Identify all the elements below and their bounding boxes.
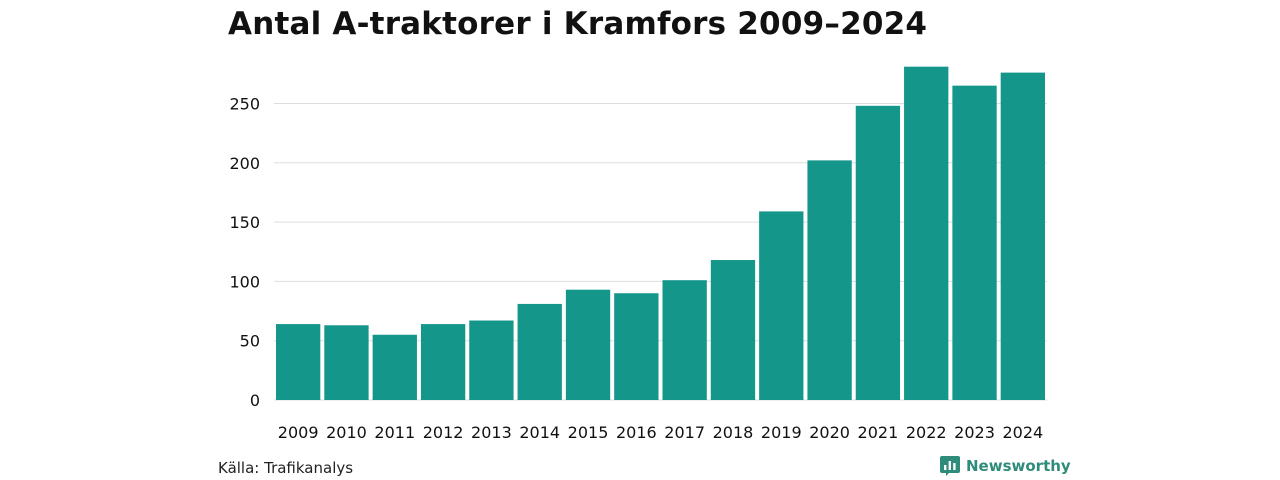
bar-chart: 0 50 100 150 200 250 2009 2010 2011 2012 2013 2014 2… xyxy=(229,66,1047,442)
y-tick-label: 150 xyxy=(229,213,260,232)
x-tick-label: 2017 xyxy=(664,423,705,442)
x-tick-label: 2022 xyxy=(906,423,947,442)
x-tick-label: 2020 xyxy=(809,423,850,442)
bar-2010 xyxy=(324,325,369,400)
bar-2009 xyxy=(276,324,321,400)
y-tick-label: 100 xyxy=(229,272,260,291)
bar-2017 xyxy=(662,280,707,400)
x-tick-label: 2021 xyxy=(858,423,899,442)
x-tick-label: 2015 xyxy=(568,423,609,442)
brand-logo: Newsworthy xyxy=(940,456,1071,476)
x-tick-label: 2010 xyxy=(326,423,367,442)
x-tick-label: 2013 xyxy=(471,423,512,442)
y-tick-label: 250 xyxy=(229,94,260,113)
source-note: Källa: Trafikanalys xyxy=(218,459,354,477)
x-tick-label: 2012 xyxy=(423,423,464,442)
bar-2022 xyxy=(904,66,949,400)
x-tick-label: 2019 xyxy=(761,423,802,442)
bar-2020 xyxy=(807,160,852,400)
x-tick-label: 2014 xyxy=(519,423,560,442)
bar-2014 xyxy=(517,303,562,400)
x-tick-label: 2024 xyxy=(1002,423,1043,442)
bar-2016 xyxy=(614,293,659,400)
chart-title: Antal A-traktorer i Kramfors 2009–2024 xyxy=(228,6,928,42)
bar-2011 xyxy=(372,334,417,400)
y-tick-label: 0 xyxy=(250,391,260,410)
bar-2023 xyxy=(952,85,997,400)
bar-2021 xyxy=(855,105,901,401)
x-tick-label: 2023 xyxy=(954,423,995,442)
bar-2018 xyxy=(710,260,756,400)
bar-2024 xyxy=(1000,72,1045,400)
y-tick-label: 50 xyxy=(240,332,260,351)
bar-2015 xyxy=(565,289,611,400)
x-tick-label: 2011 xyxy=(374,423,415,442)
x-tick-label: 2016 xyxy=(616,423,657,442)
newsworthy-logo-icon xyxy=(940,456,960,476)
x-tick-label: 2009 xyxy=(278,423,319,442)
bar-2013 xyxy=(469,320,514,400)
x-tick-label: 2018 xyxy=(713,423,754,442)
y-tick-label: 200 xyxy=(229,154,260,173)
bar-2019 xyxy=(759,211,804,400)
bar-2012 xyxy=(420,324,466,400)
brand-name: Newsworthy xyxy=(966,457,1071,475)
